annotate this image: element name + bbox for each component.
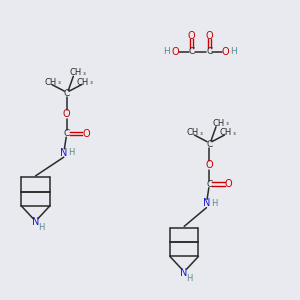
Text: N: N	[181, 268, 188, 278]
Text: H: H	[230, 47, 237, 56]
Text: CH: CH	[220, 128, 232, 137]
Text: CH: CH	[44, 78, 57, 87]
Text: N: N	[60, 148, 68, 158]
Text: H: H	[164, 47, 170, 56]
Text: H: H	[186, 274, 193, 283]
Text: O: O	[222, 47, 230, 57]
Text: N: N	[32, 217, 39, 227]
Text: O: O	[172, 47, 179, 57]
Text: ₃: ₃	[82, 70, 85, 76]
Text: CH: CH	[70, 68, 82, 77]
Text: ₃: ₃	[90, 79, 93, 85]
Text: C: C	[206, 47, 213, 56]
Text: C: C	[64, 129, 70, 138]
Text: N: N	[203, 199, 210, 208]
Text: O: O	[188, 31, 195, 40]
Text: ₃: ₃	[233, 130, 236, 136]
Text: ₃: ₃	[225, 120, 228, 126]
Text: CH: CH	[77, 78, 89, 87]
Text: O: O	[63, 109, 70, 119]
Text: C: C	[206, 140, 213, 148]
Text: C: C	[206, 180, 213, 189]
Text: H: H	[68, 148, 74, 158]
Text: O: O	[206, 160, 213, 170]
Text: CH: CH	[212, 119, 224, 128]
Text: H: H	[211, 199, 217, 208]
Text: ₃: ₃	[200, 130, 203, 136]
Text: C: C	[188, 47, 195, 56]
Text: O: O	[82, 129, 90, 139]
Text: ₃: ₃	[57, 79, 60, 85]
Text: C: C	[64, 89, 70, 98]
Text: O: O	[206, 31, 213, 40]
Text: H: H	[38, 223, 44, 232]
Text: CH: CH	[187, 128, 199, 137]
Text: O: O	[225, 179, 232, 189]
